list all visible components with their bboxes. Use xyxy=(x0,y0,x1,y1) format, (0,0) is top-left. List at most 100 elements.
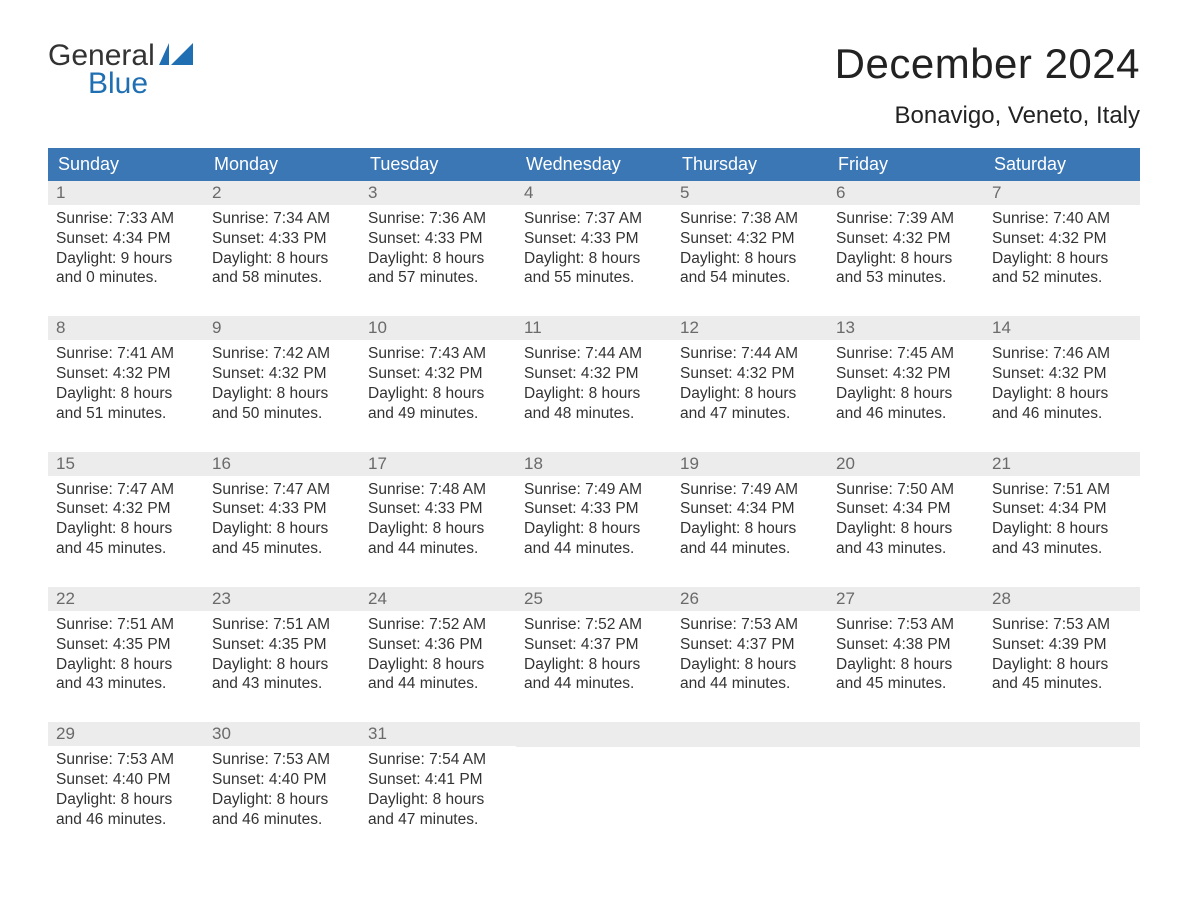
day-number: 1 xyxy=(48,181,204,205)
sunset-line: Sunset: 4:33 PM xyxy=(368,499,508,519)
sunset-line: Sunset: 4:35 PM xyxy=(56,635,196,655)
sunrise-line: Sunrise: 7:36 AM xyxy=(368,209,508,229)
daylight-line-1: Daylight: 8 hours xyxy=(524,519,664,539)
sunrise-line: Sunrise: 7:47 AM xyxy=(212,480,352,500)
sunset-line: Sunset: 4:32 PM xyxy=(680,364,820,384)
sunrise-line: Sunrise: 7:53 AM xyxy=(836,615,976,635)
calendar-week-row: 1Sunrise: 7:33 AMSunset: 4:34 PMDaylight… xyxy=(48,181,1140,288)
day-details: Sunrise: 7:41 AMSunset: 4:32 PMDaylight:… xyxy=(48,340,204,423)
empty-day-cell xyxy=(984,722,1140,829)
day-cell: 7Sunrise: 7:40 AMSunset: 4:32 PMDaylight… xyxy=(984,181,1140,288)
daylight-line-1: Daylight: 8 hours xyxy=(836,384,976,404)
day-number: 13 xyxy=(828,316,984,340)
sunset-line: Sunset: 4:37 PM xyxy=(680,635,820,655)
day-number: 4 xyxy=(516,181,672,205)
daylight-line-2: and 43 minutes. xyxy=(836,539,976,559)
day-details: Sunrise: 7:53 AMSunset: 4:40 PMDaylight:… xyxy=(48,746,204,829)
day-cell: 16Sunrise: 7:47 AMSunset: 4:33 PMDayligh… xyxy=(204,452,360,559)
day-details: Sunrise: 7:52 AMSunset: 4:37 PMDaylight:… xyxy=(516,611,672,694)
daylight-line-1: Daylight: 8 hours xyxy=(524,384,664,404)
daylight-line-2: and 48 minutes. xyxy=(524,404,664,424)
daylight-line-2: and 57 minutes. xyxy=(368,268,508,288)
day-number: 16 xyxy=(204,452,360,476)
daylight-line-2: and 45 minutes. xyxy=(212,539,352,559)
calendar-week-row: 29Sunrise: 7:53 AMSunset: 4:40 PMDayligh… xyxy=(48,722,1140,829)
sunrise-line: Sunrise: 7:40 AM xyxy=(992,209,1132,229)
day-cell: 15Sunrise: 7:47 AMSunset: 4:32 PMDayligh… xyxy=(48,452,204,559)
calendar-week-row: 22Sunrise: 7:51 AMSunset: 4:35 PMDayligh… xyxy=(48,587,1140,694)
daylight-line-1: Daylight: 8 hours xyxy=(680,249,820,269)
empty-day-cell xyxy=(516,722,672,829)
day-details: Sunrise: 7:49 AMSunset: 4:33 PMDaylight:… xyxy=(516,476,672,559)
daylight-line-1: Daylight: 8 hours xyxy=(368,249,508,269)
sunset-line: Sunset: 4:37 PM xyxy=(524,635,664,655)
daylight-line-2: and 58 minutes. xyxy=(212,268,352,288)
sunset-line: Sunset: 4:40 PM xyxy=(56,770,196,790)
day-number: 18 xyxy=(516,452,672,476)
sunset-line: Sunset: 4:32 PM xyxy=(680,229,820,249)
daylight-line-1: Daylight: 8 hours xyxy=(680,384,820,404)
day-details: Sunrise: 7:33 AMSunset: 4:34 PMDaylight:… xyxy=(48,205,204,288)
day-cell: 24Sunrise: 7:52 AMSunset: 4:36 PMDayligh… xyxy=(360,587,516,694)
daylight-line-2: and 44 minutes. xyxy=(524,674,664,694)
day-number: 24 xyxy=(360,587,516,611)
daylight-line-2: and 46 minutes. xyxy=(212,810,352,830)
daylight-line-1: Daylight: 8 hours xyxy=(212,790,352,810)
daylight-line-1: Daylight: 8 hours xyxy=(212,519,352,539)
daylight-line-2: and 45 minutes. xyxy=(56,539,196,559)
day-header: Monday xyxy=(204,148,360,181)
day-cell: 5Sunrise: 7:38 AMSunset: 4:32 PMDaylight… xyxy=(672,181,828,288)
day-header: Thursday xyxy=(672,148,828,181)
daylight-line-1: Daylight: 8 hours xyxy=(836,519,976,539)
day-details: Sunrise: 7:51 AMSunset: 4:34 PMDaylight:… xyxy=(984,476,1140,559)
day-details: Sunrise: 7:51 AMSunset: 4:35 PMDaylight:… xyxy=(204,611,360,694)
day-cell: 25Sunrise: 7:52 AMSunset: 4:37 PMDayligh… xyxy=(516,587,672,694)
sunset-line: Sunset: 4:32 PM xyxy=(992,229,1132,249)
day-details: Sunrise: 7:53 AMSunset: 4:38 PMDaylight:… xyxy=(828,611,984,694)
location-text: Bonavigo, Veneto, Italy xyxy=(835,102,1140,130)
day-cell: 23Sunrise: 7:51 AMSunset: 4:35 PMDayligh… xyxy=(204,587,360,694)
day-details: Sunrise: 7:47 AMSunset: 4:32 PMDaylight:… xyxy=(48,476,204,559)
day-header: Wednesday xyxy=(516,148,672,181)
day-number: 15 xyxy=(48,452,204,476)
sunrise-line: Sunrise: 7:44 AM xyxy=(524,344,664,364)
sunrise-line: Sunrise: 7:47 AM xyxy=(56,480,196,500)
sunset-line: Sunset: 4:40 PM xyxy=(212,770,352,790)
day-cell: 10Sunrise: 7:43 AMSunset: 4:32 PMDayligh… xyxy=(360,316,516,423)
day-number: 7 xyxy=(984,181,1140,205)
day-number-empty xyxy=(516,722,672,747)
day-details: Sunrise: 7:52 AMSunset: 4:36 PMDaylight:… xyxy=(360,611,516,694)
sunset-line: Sunset: 4:33 PM xyxy=(524,229,664,249)
day-details: Sunrise: 7:37 AMSunset: 4:33 PMDaylight:… xyxy=(516,205,672,288)
day-number: 11 xyxy=(516,316,672,340)
calendar-table: SundayMondayTuesdayWednesdayThursdayFrid… xyxy=(48,148,1140,830)
day-number: 26 xyxy=(672,587,828,611)
day-number: 22 xyxy=(48,587,204,611)
day-number: 29 xyxy=(48,722,204,746)
daylight-line-2: and 46 minutes. xyxy=(992,404,1132,424)
day-cell: 12Sunrise: 7:44 AMSunset: 4:32 PMDayligh… xyxy=(672,316,828,423)
day-details: Sunrise: 7:51 AMSunset: 4:35 PMDaylight:… xyxy=(48,611,204,694)
sunrise-line: Sunrise: 7:41 AM xyxy=(56,344,196,364)
daylight-line-2: and 0 minutes. xyxy=(56,268,196,288)
empty-day-cell xyxy=(828,722,984,829)
daylight-line-2: and 49 minutes. xyxy=(368,404,508,424)
day-number: 31 xyxy=(360,722,516,746)
sunset-line: Sunset: 4:33 PM xyxy=(368,229,508,249)
day-details: Sunrise: 7:54 AMSunset: 4:41 PMDaylight:… xyxy=(360,746,516,829)
sunset-line: Sunset: 4:39 PM xyxy=(992,635,1132,655)
sunrise-line: Sunrise: 7:39 AM xyxy=(836,209,976,229)
daylight-line-2: and 52 minutes. xyxy=(992,268,1132,288)
day-cell: 2Sunrise: 7:34 AMSunset: 4:33 PMDaylight… xyxy=(204,181,360,288)
day-details: Sunrise: 7:36 AMSunset: 4:33 PMDaylight:… xyxy=(360,205,516,288)
day-details: Sunrise: 7:34 AMSunset: 4:33 PMDaylight:… xyxy=(204,205,360,288)
sunset-line: Sunset: 4:32 PM xyxy=(368,364,508,384)
calendar-week-row: 8Sunrise: 7:41 AMSunset: 4:32 PMDaylight… xyxy=(48,316,1140,423)
day-number: 10 xyxy=(360,316,516,340)
sunrise-line: Sunrise: 7:48 AM xyxy=(368,480,508,500)
day-number: 3 xyxy=(360,181,516,205)
day-cell: 6Sunrise: 7:39 AMSunset: 4:32 PMDaylight… xyxy=(828,181,984,288)
daylight-line-2: and 46 minutes. xyxy=(836,404,976,424)
sunset-line: Sunset: 4:33 PM xyxy=(212,229,352,249)
day-number: 2 xyxy=(204,181,360,205)
